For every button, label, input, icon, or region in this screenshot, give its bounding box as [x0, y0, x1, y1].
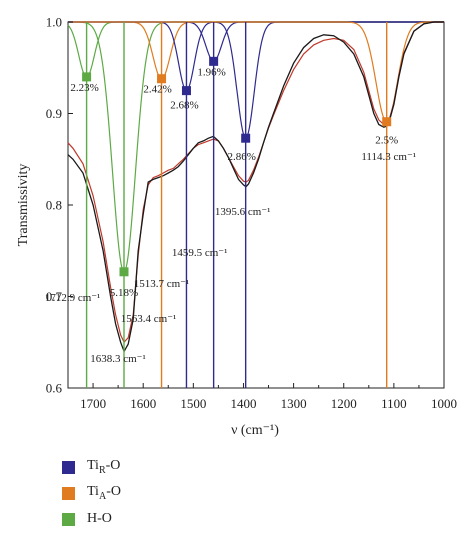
peak-marker-6: [382, 117, 392, 127]
y-tick-label-3: 0.9: [46, 106, 62, 121]
x-tick-label-6: 1100: [381, 396, 407, 411]
peak-wavenumber-label-0: 1712.9 cm⁻¹: [45, 292, 101, 304]
legend-swatch: [62, 512, 75, 526]
peak-wavenumber-label-1: 1638.3 cm⁻¹: [90, 353, 146, 365]
peak-percent-label-2: 2.42%: [143, 84, 171, 96]
x-tick-label-3: 1400: [230, 396, 256, 411]
peak-percent-label-5: 2.86%: [227, 151, 255, 163]
peak-wavenumber-label-5: 1395.6 cm⁻¹: [215, 206, 271, 218]
legend-swatch: [62, 486, 75, 500]
legend: TiR-O TiA-O H-O: [62, 456, 121, 534]
component-curve-6: [68, 21, 444, 123]
ftir-chart: Transmissivity ν (cm⁻¹) 2.23% 1712.9 cm⁻¹…: [16, 15, 457, 439]
y-tick-label-4: 1.0: [46, 15, 62, 30]
peak-percent-label-6: 2.5%: [375, 135, 398, 147]
peak-marker-0: [82, 72, 92, 82]
peak-wavenumber-label-2: 1563.4 cm⁻¹: [121, 313, 177, 325]
peak-marker-2: [157, 74, 167, 84]
y-tick-label-1: 0.7: [46, 289, 63, 304]
legend-label: TiA-O: [87, 484, 121, 502]
legend-item-TiR: TiR-O: [62, 456, 121, 478]
y-tick-label-0: 0.6: [46, 381, 63, 396]
x-axis-title: ν (cm⁻¹): [231, 423, 279, 438]
peak-wavenumber-label-3: 1513.7 cm⁻¹: [134, 278, 190, 290]
experimental-curve: [67, 21, 444, 353]
x-tick-label-1: 1600: [130, 396, 156, 411]
peak-wavenumber-label-4: 1459.5 cm⁻¹: [172, 247, 228, 259]
peak-percent-label-3: 2.68%: [170, 100, 198, 112]
peak-percent-label-4: 1.96%: [197, 66, 225, 78]
y-axis-title: Transmissivity: [16, 164, 31, 247]
legend-swatch: [62, 460, 75, 474]
legend-item-HO: H-O: [62, 508, 121, 530]
peak-percent-label-1: 5.18%: [110, 287, 138, 299]
x-tick-label-0: 1700: [80, 396, 106, 411]
peak-percent-label-0: 2.23%: [70, 82, 98, 94]
x-tick-label-5: 1200: [331, 396, 357, 411]
y-tick-label-2: 0.8: [46, 198, 62, 213]
legend-label: TiR-O: [87, 458, 121, 476]
x-tick-label-4: 1300: [281, 396, 307, 411]
peak-marker-1: [119, 267, 129, 277]
peak-marker-5: [241, 133, 251, 143]
x-tick-label-2: 1500: [180, 396, 206, 411]
legend-label: H-O: [87, 511, 112, 526]
x-tick-label-7: 1000: [431, 396, 457, 411]
legend-item-TiA: TiA-O: [62, 482, 121, 504]
peak-wavenumber-label-6: 1114.3 cm⁻¹: [361, 151, 416, 163]
peak-marker-4: [209, 56, 219, 66]
peak-marker-3: [181, 86, 191, 96]
